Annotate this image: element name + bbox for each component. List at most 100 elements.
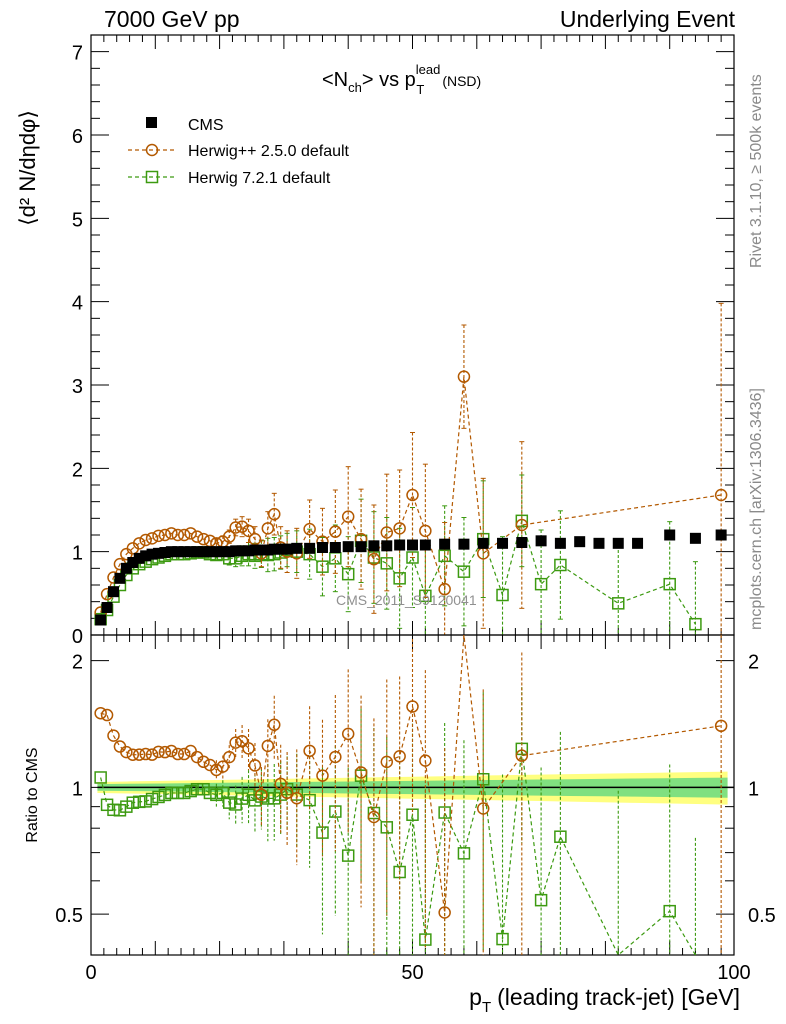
herwigpp-ratio-point [152, 745, 165, 759]
herwigpp-ratio-point [222, 750, 236, 764]
herwig7-ratio-point [107, 803, 120, 817]
ratio-y-tick-label: 1 [72, 778, 83, 800]
herwigpp-ratio-point [132, 748, 146, 761]
herwig7-ratio-point [496, 932, 509, 946]
cms-point [133, 552, 145, 564]
herwigpp-ratio-point [94, 706, 107, 720]
herwigpp-ratio-point [515, 749, 529, 762]
herwigpp-point [184, 527, 197, 540]
herwig7-ratio-point [177, 786, 191, 800]
cms-point [243, 545, 255, 557]
cms-point [172, 546, 184, 558]
cms-point [281, 543, 293, 555]
herwig7-ratio-point [663, 904, 676, 918]
legend-herwig7-label: Herwig 7.2.1 default [188, 170, 331, 187]
cms-point [304, 542, 316, 554]
ratio-data-series [94, 634, 728, 956]
herwig7-point [457, 565, 471, 578]
cms-point [554, 537, 566, 549]
herwigpp-ratio-point [367, 810, 381, 824]
herwig7-point [341, 567, 355, 581]
ratio-y-tick-label-right: 0.5 [748, 905, 776, 927]
herwig7-ratio-point [457, 847, 471, 860]
herwig7-ratio-point [210, 788, 223, 802]
cms-point [275, 543, 287, 555]
cms-point [689, 532, 701, 544]
cms-point [153, 547, 165, 559]
cms-point [230, 545, 242, 557]
y-tick-label: 7 [72, 43, 83, 65]
cms-point [268, 543, 280, 555]
herwigpp-point [177, 528, 191, 542]
cms-point [574, 536, 586, 548]
ratio-ylabel: Ratio to CMS [24, 747, 41, 842]
herwig7-ratio-point [235, 792, 249, 805]
herwig7-ratio-line [100, 748, 696, 956]
ratio-y-tick-label-right: 1 [748, 778, 759, 800]
header-process-label: 7000 GeV pp [104, 6, 240, 32]
herwigpp-line [100, 376, 722, 613]
main-axis-ticks: 0 1 2 3 4 5 6 7 [72, 35, 735, 955]
cms-point [191, 546, 203, 558]
herwigpp-ratio-point [158, 745, 172, 759]
herwigpp-point [329, 525, 342, 538]
cms-point [159, 547, 171, 558]
cms-point [419, 539, 431, 551]
herwig7-ratio-point [152, 790, 165, 804]
herwigpp-ratio-point [242, 742, 255, 755]
herwigpp-ratio-point [303, 744, 316, 758]
herwig7-ratio-point [132, 795, 146, 809]
cms-point [114, 572, 126, 584]
herwigpp-point [132, 537, 146, 550]
cms-point [185, 546, 197, 558]
herwigpp-point [152, 529, 165, 543]
herwigpp-ratio-point [476, 802, 490, 815]
herwigpp-ratio-point [107, 729, 120, 742]
herwig7-ratio-point [165, 786, 178, 800]
y-tick-label: 6 [72, 126, 83, 148]
x-tick-labels: 0 50 100 [85, 962, 750, 984]
herwigpp-ratio-point [210, 763, 223, 777]
cms-point [291, 542, 303, 554]
cms-point [127, 557, 139, 568]
herwig7-point [534, 577, 548, 591]
legend-herwigpp-marker [145, 143, 159, 157]
herwigpp-ratio-point [268, 718, 281, 732]
cms-point [593, 537, 605, 549]
herwigpp-point [380, 526, 394, 539]
legend: CMS Herwig++ 2.5.0 default Herwig 7.2.1 … [128, 117, 350, 187]
header-analysis-label: Underlying Event [559, 6, 735, 32]
herwigpp-ratio-point [139, 747, 152, 761]
herwigpp-point [222, 530, 236, 543]
cms-point [632, 537, 644, 549]
analysis-watermark: CMS_2011_S9120041 [336, 592, 477, 608]
cms-point [497, 537, 509, 549]
herwigpp-ratio-point [177, 747, 191, 761]
y-tick-label: 2 [72, 459, 83, 481]
herwig7-ratio-point [158, 788, 172, 802]
herwig7-point [515, 514, 529, 528]
cms-point [210, 546, 222, 558]
herwig7-ratio-point [139, 795, 152, 808]
herwigpp-ratio-point [419, 754, 432, 767]
cms-point [198, 546, 210, 558]
herwigpp-point [229, 521, 242, 534]
y-tick-label: 1 [72, 543, 83, 565]
herwigpp-ratio-point [274, 777, 287, 791]
herwigpp-ratio-point [126, 748, 140, 761]
herwig7-ratio-point [554, 830, 567, 843]
herwigpp-ratio-point [255, 788, 268, 801]
herwig7-ratio-point [94, 771, 107, 784]
legend-herwigpp-label: Herwig++ 2.5.0 default [188, 143, 350, 160]
herwigpp-ratio-point [100, 708, 114, 722]
herwig7-ratio-point [341, 849, 355, 862]
ratio-y-tick-label: 2 [72, 652, 83, 674]
herwigpp-ratio-line [100, 634, 722, 913]
main-ylabel: ⟨d² N/dηdφ⟩ [15, 110, 40, 226]
herwigpp-ratio-point [290, 791, 304, 805]
cms-point [178, 546, 190, 558]
herwig7-ratio-point [171, 786, 185, 800]
herwigpp-ratio-point [380, 755, 394, 769]
legend-herwig7-marker [145, 170, 159, 184]
x-axis-label: pT (leading track-jet) [GeV] [469, 984, 740, 1016]
